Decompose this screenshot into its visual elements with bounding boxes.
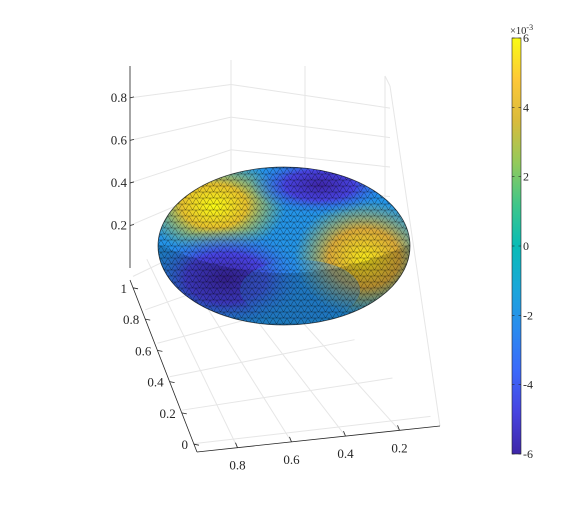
x-tick — [397, 425, 400, 431]
right-wall-edge — [389, 85, 441, 427]
colorbar-tick-label: -2 — [523, 308, 533, 322]
x-tick — [343, 430, 346, 437]
colorbar-tick-label: 4 — [523, 100, 529, 114]
colorbar-tick-label: 0 — [523, 239, 529, 253]
y-grid-line — [181, 377, 393, 411]
y-tick — [157, 349, 163, 352]
colorbar-tick-label: 2 — [523, 170, 529, 184]
z-tick — [129, 139, 135, 141]
x-tick — [235, 442, 238, 448]
y-tick-label: 0 — [181, 437, 188, 452]
right-wall-edge — [384, 75, 391, 87]
y-tick — [132, 287, 139, 290]
z-tick-label: 0.6 — [111, 132, 128, 147]
tick-labels: 0.2 0.4 0.6 0.8 0 0.2 0.4 0.6 0.8 1 0.8 0.6 0.4 0.2 — [111, 90, 408, 473]
z-grid-line — [129, 116, 391, 141]
x-tick-label: 0.2 — [391, 440, 407, 455]
z-tick-label: 0.2 — [111, 217, 127, 232]
z-tick-label: 0.4 — [111, 175, 128, 190]
y-tick-label: 0.6 — [135, 343, 152, 358]
y-tick-label: 0.8 — [123, 312, 139, 327]
y-tick-label: 1 — [121, 281, 128, 296]
y-tick-label: 0.4 — [147, 375, 164, 390]
z-tick — [129, 96, 135, 99]
colorbar-tick-label: 6 — [523, 31, 529, 45]
z-tick — [129, 181, 135, 184]
colorbar-ticks: 6 4 2 0 -2 -4 -6 — [512, 31, 533, 461]
y-tick — [193, 443, 200, 446]
y-grid-line — [169, 339, 355, 378]
colorbar-exponent: ×10-3 — [510, 23, 533, 37]
ellipsoid-surface — [157, 166, 411, 326]
z-tick — [129, 224, 135, 226]
x-tick-label: 0.6 — [283, 452, 300, 467]
colorbar-tick-label: -6 — [523, 447, 533, 461]
x-tick — [289, 436, 292, 443]
y-tick — [181, 412, 187, 415]
x-tick-label: 0.4 — [337, 446, 354, 461]
z-grid-line — [129, 83, 391, 109]
y-tick — [169, 381, 175, 384]
z-tick-label: 0.8 — [111, 90, 127, 105]
x-grid-line — [146, 258, 238, 448]
y-tick-label: 0.2 — [160, 406, 176, 421]
y-tick — [145, 318, 151, 321]
colorbar: 6 4 2 0 -2 -4 -6 ×10-3 — [510, 23, 533, 461]
colorbar-tick-label: -4 — [523, 378, 533, 392]
y-axis-line — [129, 279, 198, 453]
x-tick-label: 0.8 — [229, 458, 245, 473]
